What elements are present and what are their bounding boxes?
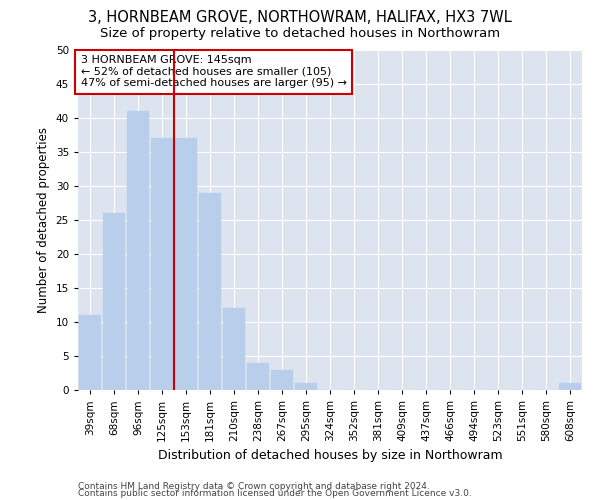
Text: 3, HORNBEAM GROVE, NORTHOWRAM, HALIFAX, HX3 7WL: 3, HORNBEAM GROVE, NORTHOWRAM, HALIFAX, …	[88, 10, 512, 25]
Bar	[127, 111, 149, 390]
X-axis label: Distribution of detached houses by size in Northowram: Distribution of detached houses by size …	[158, 450, 502, 462]
Bar	[79, 315, 101, 390]
Bar	[223, 308, 245, 390]
Bar	[103, 213, 125, 390]
Bar	[559, 383, 581, 390]
Bar	[271, 370, 293, 390]
Bar	[295, 383, 317, 390]
Bar	[151, 138, 173, 390]
Bar	[199, 193, 221, 390]
Bar	[247, 363, 269, 390]
Text: Contains public sector information licensed under the Open Government Licence v3: Contains public sector information licen…	[78, 490, 472, 498]
Text: 3 HORNBEAM GROVE: 145sqm
← 52% of detached houses are smaller (105)
47% of semi-: 3 HORNBEAM GROVE: 145sqm ← 52% of detach…	[80, 55, 347, 88]
Text: Size of property relative to detached houses in Northowram: Size of property relative to detached ho…	[100, 28, 500, 40]
Y-axis label: Number of detached properties: Number of detached properties	[37, 127, 50, 313]
Bar	[175, 138, 197, 390]
Text: Contains HM Land Registry data © Crown copyright and database right 2024.: Contains HM Land Registry data © Crown c…	[78, 482, 430, 491]
